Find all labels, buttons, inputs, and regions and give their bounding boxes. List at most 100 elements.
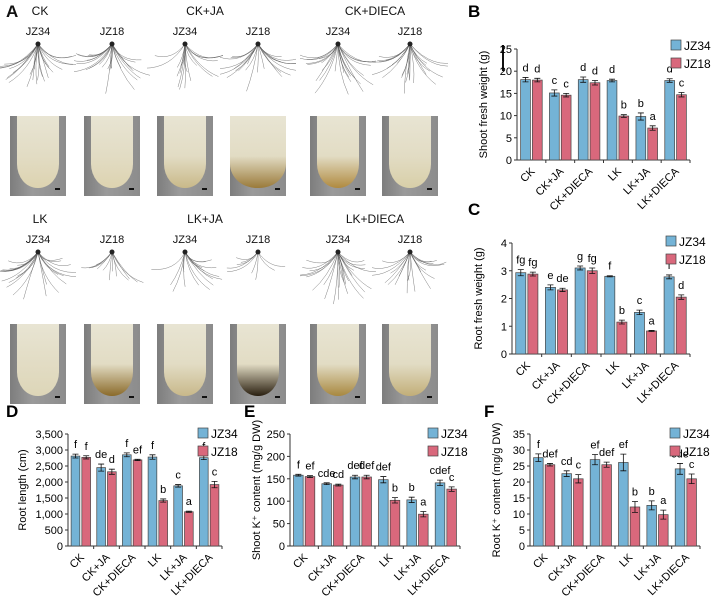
error-bar xyxy=(609,78,616,83)
significance-letter: c xyxy=(689,459,695,471)
significance-letter: c xyxy=(576,460,582,472)
bar-jz18 xyxy=(601,464,612,547)
error-bar xyxy=(648,330,655,332)
x-tick-label: CK xyxy=(518,165,538,185)
error-bar xyxy=(323,482,330,486)
bar-jz18 xyxy=(333,484,344,547)
error-bar xyxy=(547,284,554,291)
treatment-label: LK xyxy=(32,212,48,226)
bar-jz18 xyxy=(675,296,687,355)
genotype-label: JZ34 xyxy=(325,234,351,246)
bar-jz18 xyxy=(418,513,429,547)
panel-label: D xyxy=(6,402,18,421)
error-bar xyxy=(620,114,627,118)
root-system-image xyxy=(372,41,448,94)
root-system-image xyxy=(81,249,144,283)
significance-letter: d xyxy=(678,280,684,292)
error-bar xyxy=(649,125,656,131)
root-system-image xyxy=(151,249,223,292)
legend-swatch-jz34 xyxy=(670,39,682,51)
bar-jz34 xyxy=(664,80,675,161)
significance-letter: a xyxy=(420,497,427,509)
bar-jz34 xyxy=(606,80,618,161)
y-tick-label: 3,000 xyxy=(35,445,63,457)
bar-jz18 xyxy=(446,488,457,547)
error-bar xyxy=(534,77,541,83)
bar-jz18 xyxy=(132,459,143,547)
y-tick-label: 100 xyxy=(267,496,285,508)
significance-letter: f xyxy=(151,440,155,452)
significance-letter: b xyxy=(409,482,415,494)
panel-label: F xyxy=(484,402,494,421)
genotype-label: JZ34 xyxy=(172,26,198,38)
y-tick-label: 5 xyxy=(506,133,512,145)
error-bar xyxy=(677,463,684,475)
y-tick-label: 10 xyxy=(513,509,525,521)
error-bar xyxy=(603,461,610,468)
bar-jz18 xyxy=(532,79,543,161)
panel-label-a: A xyxy=(6,2,19,21)
significance-letter: b xyxy=(638,98,644,110)
significance-letter: def xyxy=(542,448,558,460)
error-bar xyxy=(134,458,141,461)
bar-jz18 xyxy=(158,500,168,547)
bar-jz34 xyxy=(173,485,183,547)
significance-letter: b xyxy=(649,486,655,498)
y-tick-label: 15 xyxy=(513,493,525,505)
error-bar xyxy=(636,309,643,315)
significance-letter: b xyxy=(621,100,627,112)
bar-jz34 xyxy=(618,462,629,547)
y-tick-label: 3,500 xyxy=(35,429,63,441)
significance-letter: a xyxy=(186,496,193,508)
error-bar xyxy=(448,486,455,492)
legend-swatch-jz34 xyxy=(197,427,209,439)
y-tick-label: 20 xyxy=(513,477,525,489)
bar-jz34 xyxy=(577,79,589,161)
significance-letter: fg xyxy=(516,255,525,267)
error-bar xyxy=(108,468,115,475)
error-bar xyxy=(678,92,685,98)
y-tick-label: 0 xyxy=(506,155,512,167)
bar-jz34 xyxy=(434,482,446,547)
root-tip-photo xyxy=(310,116,366,196)
error-bar xyxy=(666,274,673,280)
legend-swatch-jz18 xyxy=(669,445,681,457)
error-bar xyxy=(577,265,584,271)
bar-jz34 xyxy=(520,79,531,161)
significance-letter: b xyxy=(619,305,625,317)
bar-jz34 xyxy=(122,454,132,547)
legend-label: JZ18 xyxy=(679,253,706,267)
y-tick-label: 3 xyxy=(501,266,507,278)
y-tick-label: 5 xyxy=(519,525,525,537)
error-bar xyxy=(580,76,587,83)
treatment-label: CK+JA xyxy=(186,4,224,18)
significance-letter: d xyxy=(109,454,115,466)
significance-letter: def xyxy=(376,462,392,474)
significance-letter: g xyxy=(577,251,583,263)
genotype-label: JZ18 xyxy=(99,26,125,38)
error-bar xyxy=(606,275,613,278)
bar-jz34 xyxy=(533,457,544,547)
significance-letter: c xyxy=(552,75,558,87)
significance-letter: fg xyxy=(528,257,537,269)
error-bar xyxy=(83,455,90,460)
significance-letter: def xyxy=(347,460,363,472)
bar-jz34 xyxy=(293,474,304,547)
bar-jz34 xyxy=(646,505,657,547)
root-system-image xyxy=(74,41,150,94)
panel-label: C xyxy=(468,200,480,219)
error-bar xyxy=(72,453,79,459)
bar-jz34 xyxy=(574,267,586,355)
chart-e: E 0 50 100 150 200 250 Shoot K⁺ content (mg/g D… xyxy=(244,402,468,599)
root-tip-photo xyxy=(230,324,286,404)
y-tick-label: 20 xyxy=(500,66,512,78)
bar-jz18 xyxy=(618,115,630,161)
root-system-image xyxy=(220,41,296,92)
significance-letter: a xyxy=(648,315,655,327)
bar-jz18 xyxy=(184,511,194,547)
bar-jz18 xyxy=(389,499,401,547)
error-bar xyxy=(688,473,695,484)
